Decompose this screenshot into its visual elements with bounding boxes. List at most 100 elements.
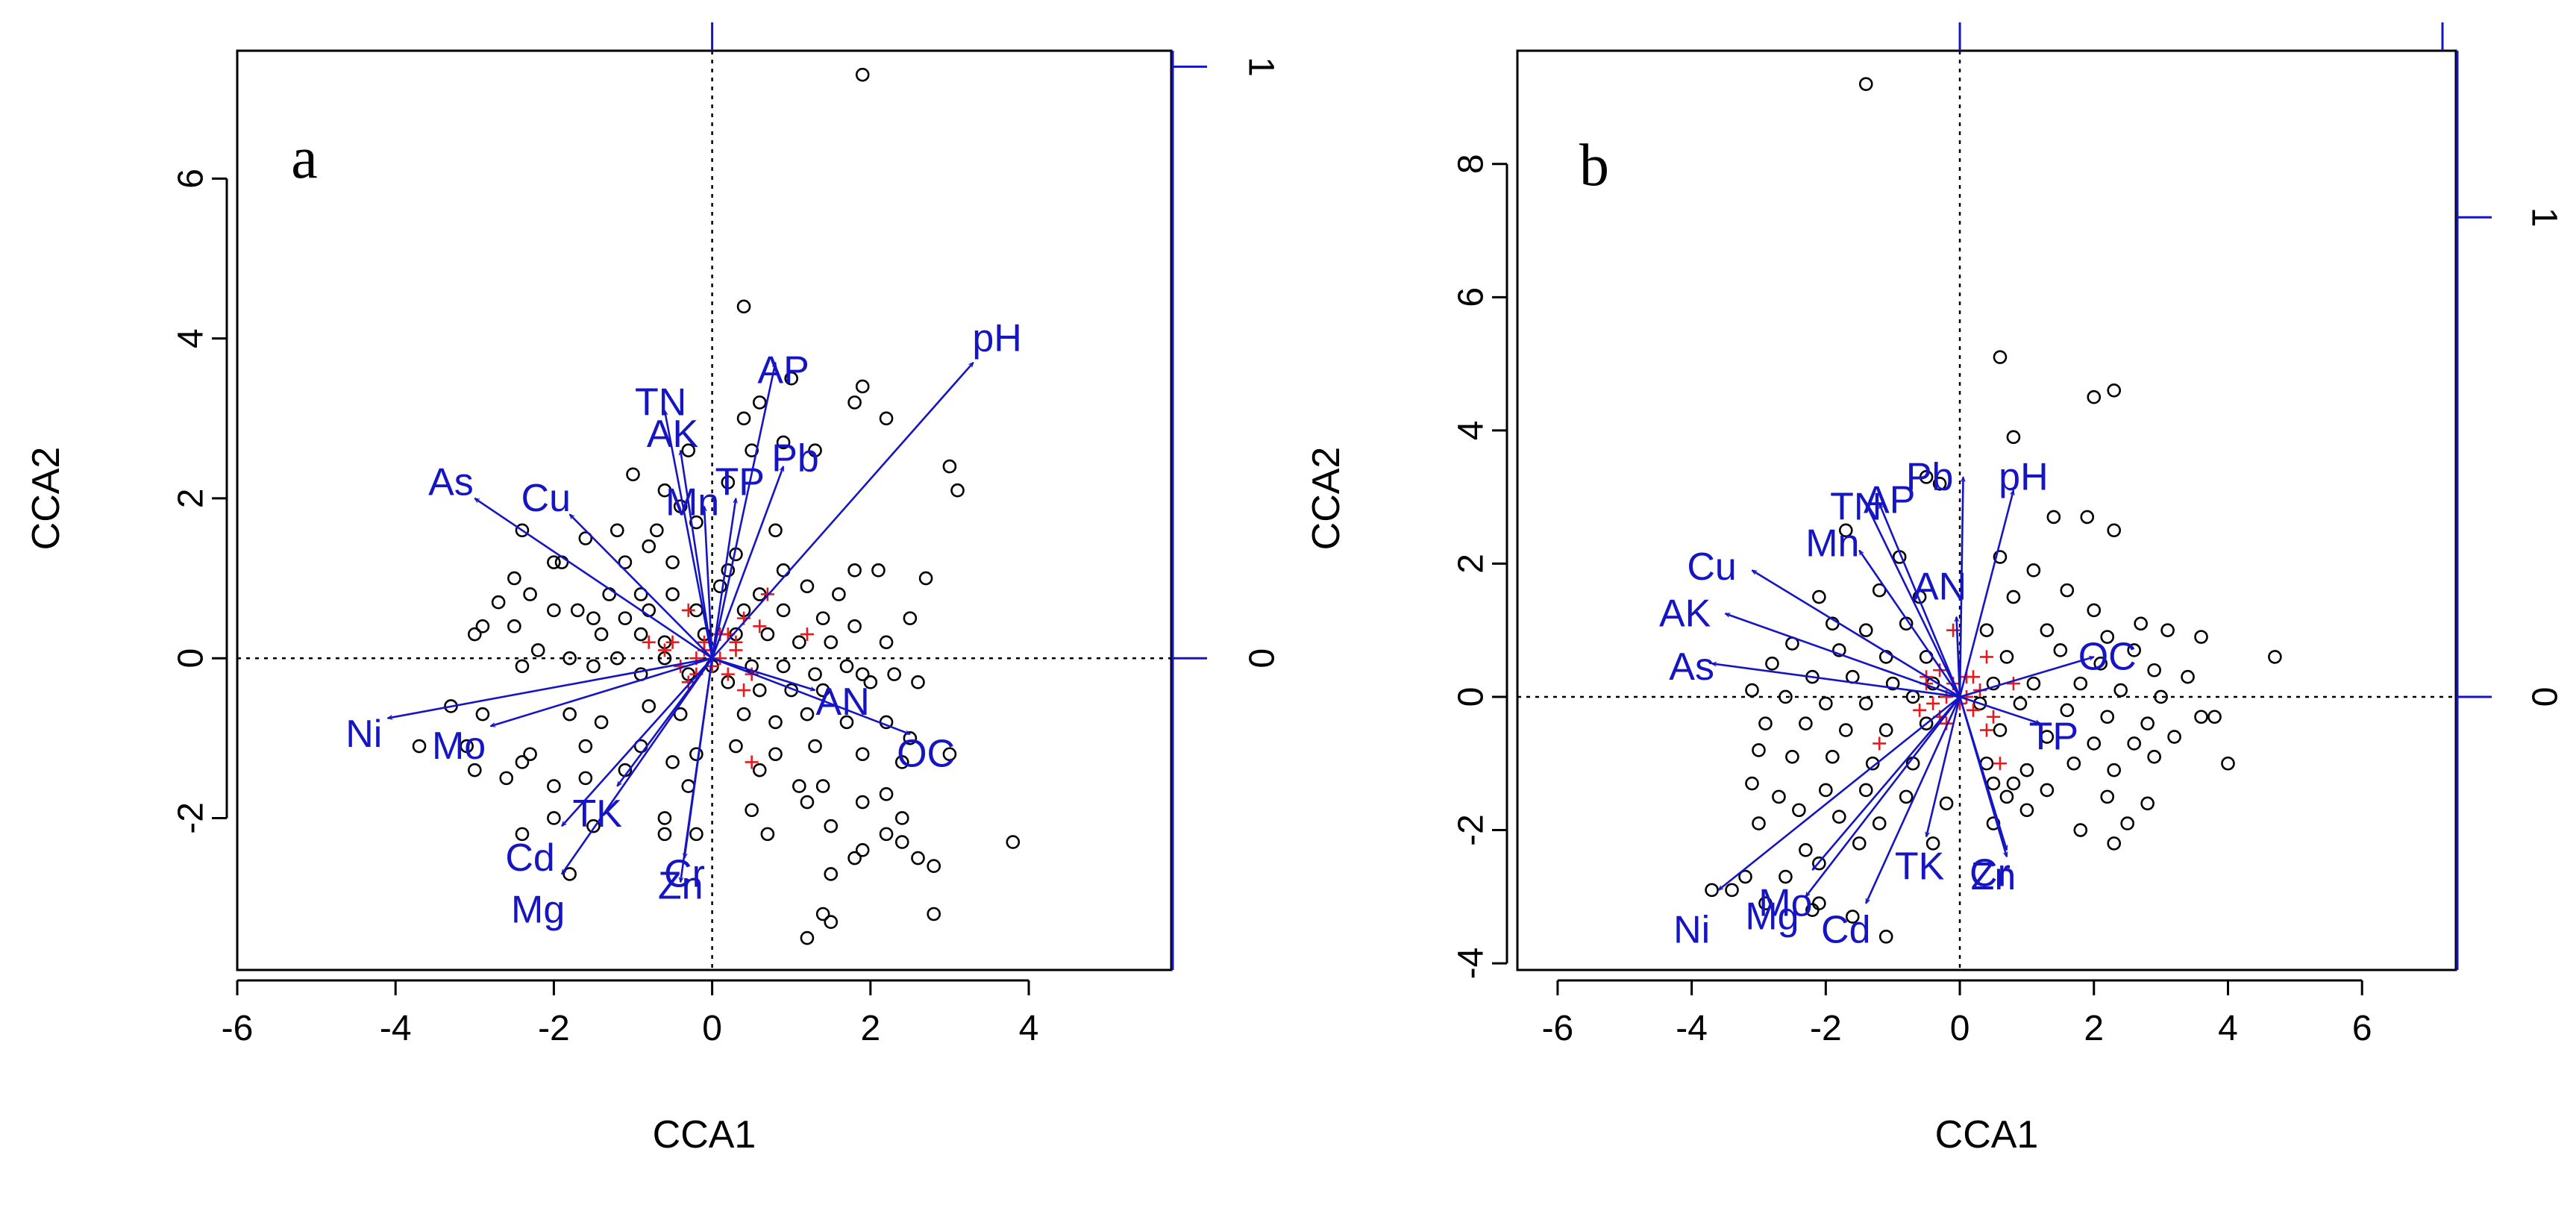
sample-point	[1779, 869, 1793, 884]
sample-point	[1858, 783, 1873, 798]
env-vector-pb	[1958, 477, 1963, 697]
sample-point	[642, 539, 656, 554]
sample-point	[768, 523, 783, 538]
sample-point	[1799, 716, 1813, 730]
env-label-an: AN	[816, 680, 870, 724]
env-vector-ap	[711, 363, 776, 659]
env-label-an: AN	[1913, 566, 1967, 609]
site-marker	[1980, 723, 1993, 737]
sample-point	[2100, 789, 2115, 804]
sample-point	[815, 683, 830, 698]
env-label-mg: Mg	[511, 889, 565, 932]
sample-point	[594, 715, 609, 730]
sample-point	[657, 483, 672, 498]
sample-point	[633, 587, 648, 601]
site-marker	[1913, 703, 1927, 717]
sample-point	[2019, 763, 2034, 777]
sample-point	[800, 707, 815, 722]
sample-point	[689, 515, 703, 530]
env-vector-ak	[1726, 613, 1961, 698]
env-vector-as	[474, 497, 713, 660]
env-label-pb: Pb	[1906, 455, 1954, 498]
sample-point	[1885, 676, 1900, 691]
panel-letter: a	[291, 125, 318, 191]
sample-point	[2147, 663, 2161, 677]
x-tick-label: 4	[1019, 1009, 1039, 1048]
sample-point	[792, 779, 806, 793]
plot-frame	[1516, 49, 2457, 971]
env-vector-tn	[1865, 504, 1961, 698]
env-label-tp: TP	[715, 461, 765, 504]
sample-point	[1705, 883, 1719, 898]
env-vector-oc	[712, 657, 910, 736]
sample-point	[847, 851, 862, 866]
sample-point	[2160, 623, 2175, 637]
sample-point	[665, 555, 680, 569]
sample-point	[1812, 589, 1826, 604]
sample-point	[1765, 657, 1779, 671]
site-marker	[1993, 757, 2007, 771]
sample-point	[815, 611, 830, 625]
env-label-oc: OC	[2078, 635, 2137, 678]
env-label-as: As	[1669, 645, 1714, 689]
sample-point	[547, 555, 561, 569]
sample-point	[2107, 836, 2122, 851]
sample-point	[1819, 783, 1833, 798]
sample-point	[657, 827, 672, 842]
sample-point	[626, 467, 640, 482]
sample-point	[745, 443, 759, 457]
sample-point	[1858, 696, 1873, 711]
sample-point	[2140, 716, 2154, 730]
env-label-ph: pH	[972, 317, 1021, 360]
sample-point	[942, 747, 957, 762]
sample-point	[736, 707, 751, 722]
sample-point	[1819, 696, 1833, 711]
sample-point	[1758, 716, 1773, 730]
sample-point	[1745, 683, 1759, 698]
sample-point	[1993, 550, 2008, 564]
sample-point	[1932, 476, 1947, 491]
sample-point	[1845, 910, 1860, 924]
sample-point	[2066, 756, 2081, 771]
sample-point	[609, 523, 624, 538]
sample-point	[784, 371, 799, 386]
sample-point	[745, 803, 759, 818]
sample-point	[792, 635, 806, 650]
sample-point	[1758, 896, 1773, 911]
sample-point	[1878, 723, 1893, 737]
env-vector-tp	[711, 498, 736, 659]
sample-point	[815, 779, 830, 793]
sample-point	[927, 907, 941, 921]
sample-point	[2134, 616, 2148, 631]
sample-point	[586, 659, 601, 674]
env-label-mo: Mo	[1758, 882, 1812, 925]
env-label-ph: pH	[1999, 455, 2048, 498]
env-label-cr: Cr	[1969, 852, 2011, 895]
env-label-ap: AP	[757, 349, 809, 392]
site-marker	[1980, 650, 1993, 664]
sample-point	[832, 587, 846, 601]
sample-point	[515, 827, 530, 842]
sample-point	[633, 627, 648, 642]
sample-point	[2107, 384, 2122, 398]
sample-point	[1725, 883, 1739, 898]
sample-point	[855, 67, 870, 82]
sample-point	[650, 523, 664, 538]
x-tick-label: -6	[1542, 1009, 1574, 1048]
y-tick-label: 4	[172, 328, 211, 348]
sample-point	[1912, 589, 1927, 604]
sample-point	[491, 595, 506, 610]
env-label-ak: AK	[647, 413, 699, 456]
sample-point	[903, 611, 918, 625]
sample-point	[1919, 716, 1934, 730]
env-vector-mg	[560, 657, 713, 874]
sample-point	[1872, 583, 1887, 598]
env-label-ak: AK	[1659, 592, 1711, 635]
sample-point	[2040, 783, 2055, 798]
env-label-tn: TN	[635, 381, 686, 424]
env-vector-ph	[711, 363, 974, 660]
sample-point	[839, 715, 854, 730]
sample-point	[815, 907, 830, 921]
sample-point	[1752, 743, 1766, 757]
env-label-mn: Mn	[665, 481, 719, 524]
